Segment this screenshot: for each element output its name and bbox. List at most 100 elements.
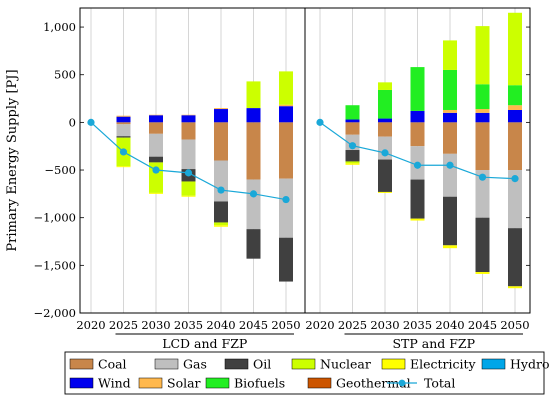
bar-segment-wind <box>149 115 163 123</box>
bar-segment-gas <box>508 170 522 229</box>
bar-segment-nuclear <box>246 81 261 109</box>
bar-segment-oil <box>149 156 163 163</box>
bars <box>116 12 522 289</box>
bar-segment-gas <box>149 133 163 157</box>
bar-segment-solar <box>116 115 131 117</box>
total-lines <box>87 118 519 204</box>
bar-segment-coal <box>149 122 163 134</box>
legend-swatch-hydro <box>481 358 506 370</box>
bar-segment-biofuels <box>345 105 360 120</box>
bar-segment-electricity <box>181 195 196 197</box>
total-point <box>184 169 193 177</box>
y-tick-label: 0 <box>69 115 76 129</box>
bar-segment-oil <box>116 136 131 138</box>
group-label: LCD and FZP <box>162 336 247 351</box>
legend-label: Geothermal <box>336 376 411 391</box>
legend-label: Wind <box>98 376 131 391</box>
legend-swatch-wind <box>69 377 94 389</box>
y-tick-label: 1,000 <box>43 20 76 34</box>
x-tick-label: 2030 <box>141 318 170 332</box>
bar-segment-coal <box>475 122 490 171</box>
legend-swatch-oil <box>224 358 249 370</box>
bar-segment-oil <box>345 150 360 162</box>
bar-segment-gas <box>181 139 196 170</box>
legend-label: Electricity <box>410 357 477 372</box>
y-tick-label: −1,000 <box>33 211 76 225</box>
legend-swatch-electricity <box>381 358 406 370</box>
bar-segment-wind <box>246 108 261 123</box>
y-axis-label: Primary Energy Supply [PJ] <box>5 69 20 251</box>
bar-segment-electricity <box>345 163 360 165</box>
bar-segment-nuclear <box>443 40 457 70</box>
bar-segment-oil <box>508 228 522 287</box>
legend-swatch-solar <box>138 377 163 389</box>
bar-segment-biofuels <box>443 69 457 110</box>
bar-segment-gas <box>116 124 131 137</box>
bar-segment-electricity <box>149 192 163 194</box>
bar-segment-oil <box>378 159 392 192</box>
bar-segment-wind <box>378 118 392 123</box>
bar-segment-wind <box>214 109 228 123</box>
x-tick-label: 2045 <box>239 318 268 332</box>
bar-segment-solar <box>475 109 490 113</box>
legend-label: Hydro <box>510 357 549 372</box>
x-tick-label: 2045 <box>468 318 497 332</box>
x-tick-label: 2050 <box>500 318 529 332</box>
bar-segment-coal <box>116 122 131 125</box>
total-point <box>478 173 487 181</box>
bar-segment-electricity <box>116 166 131 168</box>
bar-segment-wind <box>508 109 522 123</box>
bar-segment-coal <box>378 122 392 137</box>
bar-segment-coal <box>410 122 425 147</box>
bar-segment-coal <box>181 122 196 140</box>
x-tick-label: 2035 <box>174 318 203 332</box>
y-tick-label: −1,500 <box>33 258 76 272</box>
bar-segment-wind <box>443 112 457 123</box>
y-tick-label: −2,000 <box>33 306 76 320</box>
bar-segment-wind <box>410 110 425 123</box>
total-point <box>87 118 95 126</box>
bar-segment-nuclear <box>181 181 196 196</box>
bar-segment-gas <box>279 178 293 238</box>
legend-label: Biofuels <box>234 376 285 391</box>
bar-segment-nuclear <box>378 82 392 90</box>
bar-segment-nuclear <box>475 26 490 85</box>
bar-segment-oil <box>246 229 261 259</box>
total-point <box>152 166 160 174</box>
bar-segment-nuclear <box>214 222 228 226</box>
total-point <box>348 142 357 150</box>
group-label: STP and FZP <box>392 336 475 351</box>
x-tick-label: 2030 <box>370 318 399 332</box>
x-tick-label: 2035 <box>403 318 432 332</box>
total-point <box>446 161 454 169</box>
bar-segment-solar <box>508 105 522 110</box>
legend-label: Coal <box>98 357 127 372</box>
bar-segment-biofuels <box>410 67 425 111</box>
bar-segment-gas <box>475 170 490 218</box>
x-tick-label: 2020 <box>305 318 334 332</box>
bar-segment-wind <box>279 106 293 123</box>
total-point <box>316 118 324 126</box>
legend-label: Total <box>424 376 455 391</box>
bar-segment-coal <box>345 122 360 135</box>
bar-segment-electricity <box>508 286 522 289</box>
bar-segment-electricity <box>214 225 228 227</box>
x-tick-label: 2025 <box>109 318 138 332</box>
y-tick-label: −500 <box>44 163 76 177</box>
bar-segment-gas <box>246 179 261 230</box>
legend-swatch-nuclear <box>291 358 316 370</box>
bar-segment-coal <box>214 122 228 161</box>
bar-segment-electricity <box>443 245 457 249</box>
legend-label: Oil <box>253 357 271 372</box>
legend-swatch-biofuels <box>205 377 230 389</box>
bar-segment-wind <box>475 112 490 123</box>
bar-segment-biofuels <box>378 89 392 119</box>
bar-segment-oil <box>279 237 293 282</box>
legend-swatch-coal <box>69 358 94 370</box>
bar-segment-solar <box>214 108 228 110</box>
bar-segment-oil <box>475 217 490 273</box>
legend-swatch-total <box>398 379 406 387</box>
x-tick-label: 2025 <box>338 318 367 332</box>
